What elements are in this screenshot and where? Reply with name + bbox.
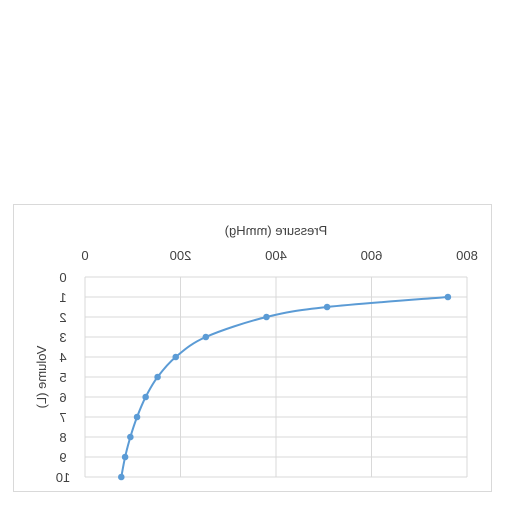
y-tick-label: 2 [59,310,66,325]
y-tick-label: 5 [59,370,66,385]
x-tick-label: 800 [456,248,478,263]
data-point [121,453,129,461]
data-point [444,293,452,301]
y-tick-label: 3 [59,330,66,345]
data-point [154,373,161,381]
x-tick-label: 0 [81,248,88,263]
data-point [142,393,149,401]
tick-layer: 0 1 2 3 4 5 6 7 8 9 10 0 200 400 600 800 [56,248,478,485]
y-axis-title: Volume (L) [34,346,49,409]
data-point [323,303,331,311]
x-tick-label: 600 [361,248,383,263]
data-point [127,433,134,441]
y-tick-label: 0 [59,270,66,285]
y-tick-label: 1 [59,290,66,305]
point-layer [117,293,452,481]
y-axis-title-group: Volume (L) [34,346,49,409]
chart-frame: 0 1 2 3 4 5 6 7 8 9 10 0 200 400 600 800 Pressure (mmHg… [13,204,492,492]
x-tick-label: 200 [170,248,192,263]
data-point [202,333,210,341]
y-tick-label: 9 [59,450,66,465]
y-tick-label: 8 [59,430,66,445]
data-point [172,353,180,361]
x-tick-label: 400 [265,248,287,263]
y-tick-label: 4 [59,350,66,365]
y-tick-label: 7 [59,410,66,425]
data-point [117,473,125,481]
data-point [263,313,270,321]
data-point [133,413,141,421]
series-line [120,296,448,478]
y-tick-label: 6 [59,390,66,405]
x-axis-title: Pressure (mmHg) [225,223,328,238]
curve-layer [120,296,448,478]
y-tick-label: 10 [56,470,70,485]
grid-layer [84,276,468,478]
chart-plot: 0 1 2 3 4 5 6 7 8 9 10 0 200 400 600 800 Pressure (mmHg… [34,223,478,485]
